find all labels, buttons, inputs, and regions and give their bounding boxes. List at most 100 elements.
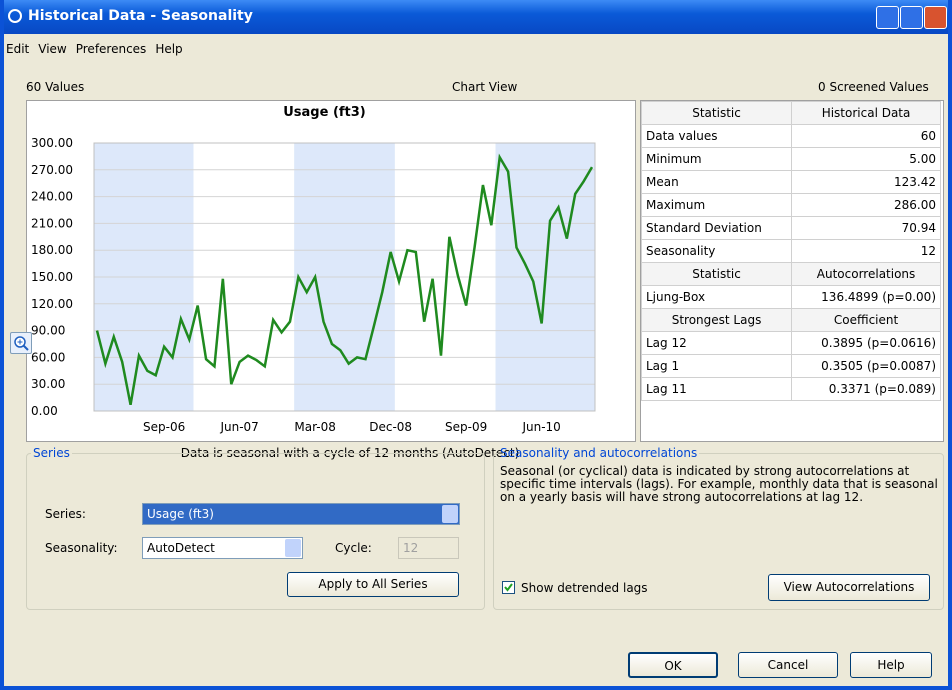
table-cell: Standard Deviation: [640, 216, 793, 240]
table-cell: Minimum: [640, 147, 793, 171]
table-row: Ljung-Box 136.4899 (p=0.00): [640, 285, 941, 309]
table-row: Mean 123.42: [640, 170, 941, 194]
table-row: Statistic Historical Data: [640, 101, 941, 125]
menu-item[interactable]: View: [38, 42, 67, 56]
view-autocorrelations-button[interactable]: View Autocorrelations: [768, 574, 930, 601]
statistics-table: Statistic Historical Data Data values 60 Min…: [640, 101, 941, 401]
button-label: Cancel: [767, 658, 809, 672]
checkbox[interactable]: [502, 581, 515, 594]
table-cell: Historical Data: [791, 101, 941, 125]
chart-title: Usage (ft3): [283, 105, 366, 120]
table-row: Lag 12 0.3895 (p=0.0616): [640, 331, 941, 355]
y-tick-label: 60.00: [31, 350, 65, 364]
apply-button[interactable]: Apply to All Series: [287, 572, 459, 597]
table-row: Maximum 286.00: [640, 193, 941, 217]
menu-bar: Edit View Preferences Help: [6, 42, 192, 56]
x-tick-label: Sep-06: [143, 420, 185, 434]
table-cell: 0.3895 (p=0.0616): [791, 331, 941, 355]
zoom-button[interactable]: [10, 332, 32, 354]
y-tick-label: 90.00: [31, 324, 65, 338]
button-label: View Autocorrelations: [783, 580, 915, 594]
x-tick-label: Mar-08: [294, 420, 335, 434]
x-tick-label: Sep-09: [445, 420, 487, 434]
series-label: Series:: [45, 507, 86, 521]
table-row: Lag 11 0.3371 (p=0.089): [640, 377, 941, 401]
x-tick-label: Dec-08: [369, 420, 412, 434]
table-cell: 5.00: [791, 147, 941, 171]
button-label: Apply to All Series: [318, 577, 428, 591]
checkbox-label: Show detrended lags: [521, 581, 648, 595]
autocorrelation-group: Seasonality and autocorrelations: [493, 446, 944, 610]
menu-item[interactable]: Help: [155, 42, 183, 56]
table-cell: 286.00: [791, 193, 941, 217]
y-tick-label: 300.00: [31, 136, 73, 150]
menu-item[interactable]: Edit: [6, 42, 30, 56]
table-cell: 123.42: [791, 170, 941, 194]
button-label: OK: [664, 659, 682, 673]
table-row: Data values 60: [640, 124, 941, 148]
table-cell: Lag 11: [640, 377, 793, 401]
table-cell: Statistic: [640, 101, 793, 125]
series-select[interactable]: Usage (ft3): [142, 503, 460, 525]
table-row: Minimum 5.00: [640, 147, 941, 171]
plot-border: [93, 142, 596, 412]
dropdown-arrow: [285, 539, 301, 557]
seasonality-label: Seasonality:: [45, 541, 118, 555]
seasonality-select[interactable]: AutoDetect: [142, 537, 303, 559]
group-legend: Series: [33, 446, 70, 460]
cycle-input[interactable]: 12: [398, 537, 459, 559]
seasonality-value: AutoDetect: [147, 541, 215, 555]
y-tick-label: 180.00: [31, 243, 73, 257]
group-legend: Seasonality and autocorrelations: [500, 446, 698, 460]
y-tick-label: 150.00: [31, 270, 73, 284]
table-cell: 60: [791, 124, 941, 148]
y-tick-label: 120.00: [31, 297, 73, 311]
table-cell: Statistic: [640, 262, 793, 286]
app-icon: [8, 9, 22, 23]
x-tick-label: Jun-10: [521, 420, 560, 434]
title-bar: Historical Data - Seasonality: [4, 0, 948, 34]
table-cell: 12: [791, 239, 941, 263]
maximize-button[interactable]: [900, 6, 923, 29]
minimize-button[interactable]: [876, 6, 899, 29]
table-cell: Maximum: [640, 193, 793, 217]
menu-item[interactable]: Preferences: [75, 42, 147, 56]
window-title: Historical Data - Seasonality: [28, 8, 253, 24]
table-row: Seasonality 12: [640, 239, 941, 263]
x-tick-label: Jun-07: [219, 420, 258, 434]
help-text: Seasonal (or cyclical) data is indicated…: [500, 464, 938, 504]
table-cell: Autocorrelations: [791, 262, 941, 286]
table-cell: 0.3505 (p=0.0087): [791, 354, 941, 378]
series-value: Usage (ft3): [147, 507, 214, 521]
table-cell: 70.94: [791, 216, 941, 240]
values-count: 60 Values: [26, 80, 85, 94]
dropdown-arrow: [442, 505, 458, 523]
table-cell: Coefficient: [791, 308, 941, 332]
table-cell: Mean: [640, 170, 793, 194]
table-row: Standard Deviation 70.94: [640, 216, 941, 240]
cycle-value: 12: [403, 541, 419, 555]
table-row: Statistic Autocorrelations: [640, 262, 941, 286]
table-row: Lag 1 0.3505 (p=0.0087): [640, 354, 941, 378]
chart-panel: 0.00 30.00 60.00 90.00 120.00 150.00 180.00 210…: [26, 100, 636, 460]
close-button[interactable]: [924, 6, 947, 29]
chart: 0.00 30.00 60.00 90.00 120.00 150.00 180.00 210…: [31, 105, 596, 460]
table-cell: 0.3371 (p=0.089): [791, 377, 941, 401]
table-cell: Data values: [640, 124, 793, 148]
chart-caption: Data is seasonal with a cycle of 12 mont…: [181, 446, 520, 460]
view-label: Chart View: [452, 80, 518, 94]
data-line: [95, 153, 594, 405]
screened-count: 0 Screened Values: [818, 80, 929, 94]
table-row: Strongest Lags Coefficient: [640, 308, 941, 332]
y-tick-label: 210.00: [31, 216, 73, 230]
table-cell: Lag 1: [640, 354, 793, 378]
table-cell: 136.4899 (p=0.00): [791, 285, 941, 309]
y-tick-label: 240.00: [31, 190, 73, 204]
table-cell: Strongest Lags: [640, 308, 793, 332]
help-button[interactable]: Help: [850, 652, 932, 678]
cancel-button[interactable]: Cancel: [738, 652, 838, 678]
table-cell: Ljung-Box: [640, 285, 793, 309]
ok-button[interactable]: OK: [628, 652, 718, 678]
table-cell: Lag 12: [640, 331, 793, 355]
